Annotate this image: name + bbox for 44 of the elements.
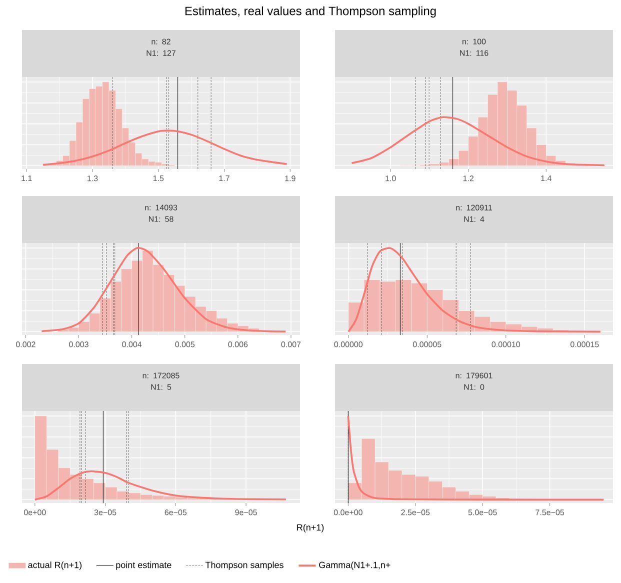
x-tick-label: 0.00000 [334,342,363,348]
chart-title: n: 14093 [145,204,178,210]
legend-label: point estimate [116,562,172,570]
x-tick-label: 1.0 [386,176,396,182]
x-tick-label: 0.00010 [492,342,520,348]
x-tick-label: 0.002 [16,342,36,348]
x-tick-label: 1.7 [219,176,230,182]
x-tick-label: 0e+00 [24,510,46,516]
x-tick-label: 1.5 [153,176,164,182]
x-tick-label: 0.005 [175,342,195,348]
x-tick-label: 1.4 [541,176,552,182]
x-tick-label: 9e−05 [235,510,257,516]
x-tick-label: 0.003 [69,342,88,348]
chart-title: n: 100 [462,38,486,44]
x-tick-label: 1.3 [88,176,98,182]
x-tick-label: 0.006 [228,342,248,348]
chart-subtitle: N1: 5 [151,384,172,390]
chart-title: n: 179601 [456,372,492,378]
x-tick-label: 1.1 [22,176,32,182]
legend-label: Gamma(N1+.1,n+ [319,562,390,570]
x-tick-label: 0.0e+00 [334,510,362,516]
legend-label: actual R(n+1) [28,562,82,570]
x-tick-label: 5.0e−05 [468,510,497,516]
x-tick-label: 0.00005 [413,342,442,348]
chart-subtitle: N1: 4 [464,216,484,222]
chart-subtitle: N1: 0 [464,384,484,390]
x-tick-label: 3e−05 [94,510,116,516]
text: Estimates, real values and Thompson sampling [185,6,436,18]
x-tick-label: 1.9 [285,176,296,182]
x-tick-label: 0.004 [122,342,142,348]
chart-title: n: 120911 [456,204,492,210]
x-tick-label: 6e−05 [164,510,187,516]
x-tick-label: 1.2 [463,176,474,182]
chart-subtitle: N1: 116 [460,50,488,56]
x-tick-label: 0.007 [281,342,301,348]
x-tick-label: 7.5e−05 [536,510,564,516]
chart-subtitle: N1: 127 [146,50,176,56]
chart-title: n: 172085 [142,372,180,378]
chart-subtitle: N1: 58 [148,216,174,222]
x-axis-title: R(n+1) [297,524,324,532]
x-tick-label: 0.00015 [570,342,599,348]
chart-title: n: 82 [152,38,170,44]
x-tick-label: 2.5e−05 [401,510,430,516]
legend-label: Thompson samples [205,562,284,570]
